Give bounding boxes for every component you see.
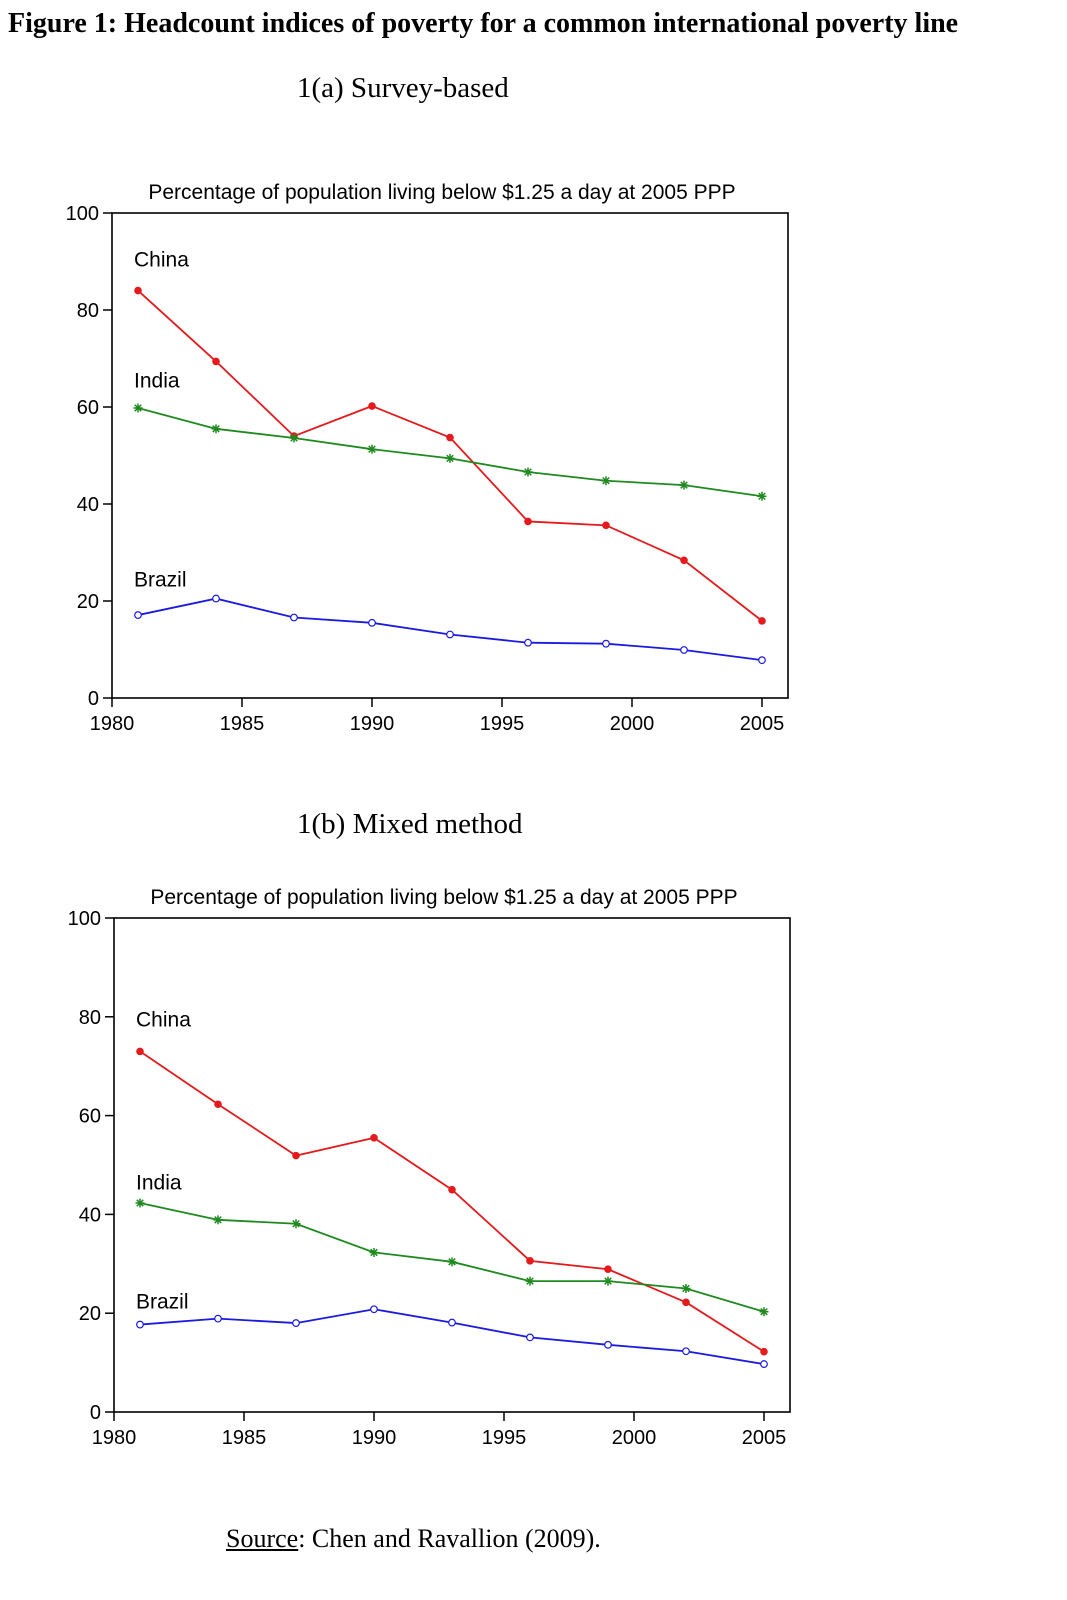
data-point-brazil	[134, 611, 142, 619]
chart-title: Percentage of population living below $1…	[150, 886, 737, 909]
chart-survey-based: Percentage of population living below $1…	[66, 181, 789, 735]
data-point-india	[757, 491, 767, 501]
data-point-china	[524, 517, 532, 526]
data-point-brazil	[292, 1319, 300, 1327]
data-point-india	[601, 476, 611, 486]
data-point-china	[604, 1265, 612, 1274]
data-point-india	[289, 433, 299, 443]
data-point-brazil	[368, 618, 376, 627]
x-tick-label: 2005	[740, 713, 785, 735]
data-point-china	[760, 1347, 768, 1356]
data-point-china	[682, 1298, 690, 1307]
data-point-india	[523, 467, 533, 477]
data-point-india	[603, 1276, 613, 1286]
data-point-india	[211, 424, 221, 434]
data-point-india	[525, 1276, 535, 1286]
y-tick-label: 80	[77, 300, 99, 322]
plot-frame	[111, 212, 789, 699]
data-point-china	[212, 357, 220, 366]
data-point-brazil	[524, 638, 532, 647]
series-label-china: China	[134, 248, 189, 271]
series-label-brazil: Brazil	[134, 568, 187, 591]
y-tick-label: 0	[90, 1402, 101, 1424]
y-tick-label: 100	[66, 203, 99, 225]
plot-frame	[113, 917, 791, 1413]
data-point-india	[213, 1215, 223, 1225]
data-point-india	[681, 1284, 691, 1293]
x-tick-label: 1985	[222, 1427, 267, 1449]
data-point-india	[369, 1247, 379, 1257]
x-tick-label: 1985	[220, 713, 265, 735]
data-point-china	[134, 286, 142, 295]
series-label-india: India	[134, 370, 180, 393]
y-tick-label: 40	[79, 1204, 101, 1226]
y-tick-label: 0	[88, 688, 99, 710]
chart-title: Percentage of population living below $1…	[148, 181, 735, 204]
source-label: Source	[226, 1524, 299, 1553]
data-point-brazil	[604, 1340, 612, 1349]
x-tick-label: 1990	[350, 713, 395, 735]
data-point-india	[135, 1198, 145, 1208]
y-tick-label: 20	[77, 591, 99, 613]
x-tick-label: 1995	[482, 1427, 527, 1449]
data-point-china	[370, 1134, 378, 1142]
source-note: Source: Chen and Ravallion (2009).	[226, 1524, 601, 1554]
data-point-china	[136, 1047, 144, 1056]
data-point-china	[292, 1151, 300, 1160]
data-point-india	[367, 444, 377, 454]
panel-a-title: 1(a) Survey-based	[297, 72, 509, 104]
data-point-brazil	[370, 1305, 378, 1314]
data-point-china	[446, 433, 454, 442]
data-point-brazil	[136, 1320, 144, 1329]
source-text: : Chen and Ravallion (2009).	[298, 1524, 601, 1553]
x-tick-label: 1990	[352, 1427, 397, 1449]
series-label-india: India	[136, 1172, 182, 1195]
data-point-china	[758, 617, 766, 625]
data-point-brazil	[446, 630, 454, 639]
data-point-brazil	[680, 646, 688, 654]
data-point-brazil	[682, 1347, 690, 1356]
figure-title: Figure 1: Headcount indices of poverty f…	[8, 8, 959, 39]
y-tick-label: 20	[79, 1303, 101, 1325]
panel-b-title: 1(b) Mixed method	[297, 808, 523, 840]
data-point-brazil	[214, 1314, 222, 1323]
data-point-china	[680, 556, 688, 565]
data-point-india	[447, 1257, 457, 1267]
x-tick-label: 2005	[742, 1427, 787, 1449]
y-tick-label: 80	[79, 1007, 101, 1029]
x-tick-label: 1980	[92, 1427, 137, 1449]
data-point-india	[291, 1219, 301, 1229]
data-point-china	[214, 1100, 222, 1109]
y-tick-label: 60	[77, 397, 99, 419]
data-point-china	[602, 521, 610, 530]
data-point-india	[445, 453, 455, 463]
x-tick-label: 2000	[610, 713, 655, 735]
data-point-brazil	[758, 656, 766, 665]
series-label-china: China	[136, 1009, 191, 1032]
data-point-brazil	[448, 1318, 456, 1327]
data-point-brazil	[212, 594, 220, 603]
series-line-brazil	[139, 1308, 765, 1365]
data-point-brazil	[526, 1333, 534, 1342]
data-point-india	[759, 1307, 769, 1317]
data-point-china	[526, 1257, 534, 1265]
x-tick-label: 1995	[480, 713, 525, 735]
y-tick-label: 100	[68, 908, 101, 930]
series-label-brazil: Brazil	[136, 1290, 189, 1313]
data-point-brazil	[290, 613, 298, 622]
y-tick-label: 60	[79, 1106, 101, 1128]
data-point-china	[448, 1185, 456, 1194]
y-tick-label: 40	[77, 494, 99, 516]
data-point-china	[368, 402, 376, 410]
data-point-india	[679, 480, 689, 490]
series-line-china	[139, 1050, 765, 1353]
x-tick-label: 2000	[612, 1427, 657, 1449]
data-point-india	[133, 403, 143, 413]
data-point-brazil	[602, 639, 610, 648]
data-point-brazil	[760, 1360, 768, 1368]
x-tick-label: 1980	[90, 713, 135, 735]
